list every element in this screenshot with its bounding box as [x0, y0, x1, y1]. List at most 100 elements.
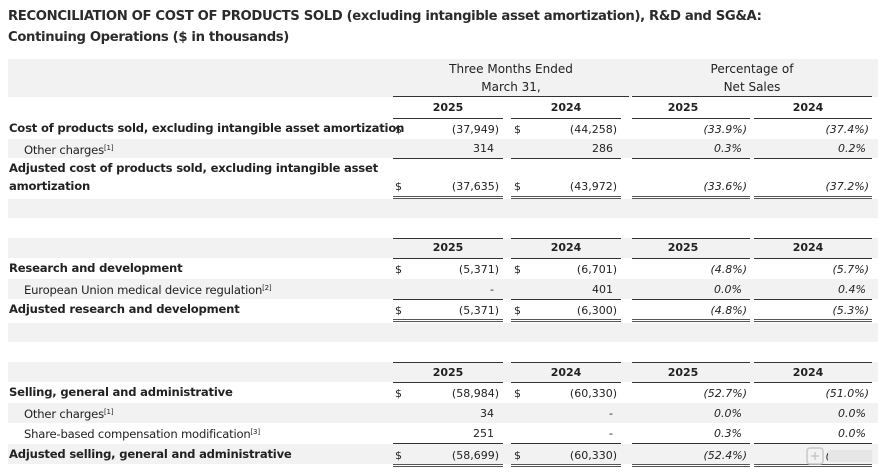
pct-2025: (52.4%) [703, 449, 747, 462]
pct-2024: 0.2% [838, 142, 866, 155]
value-2025: - [490, 283, 494, 296]
currency-symbol: $ [395, 123, 402, 136]
watermark-logo-icon [806, 447, 872, 465]
subtotal-rule [632, 443, 750, 444]
value-2024: (44,258) [569, 123, 617, 136]
currency-symbol: $ [514, 263, 521, 276]
pct-2024: 0.4% [838, 283, 866, 296]
subtotal-rule [393, 443, 503, 444]
row-label: Cost of products sold, excluding intangi… [9, 121, 405, 135]
table-row [8, 444, 878, 464]
total-double-rule [393, 196, 503, 199]
value-2025: (5,371) [458, 304, 499, 317]
total-double-rule [393, 464, 503, 467]
currency-symbol: $ [395, 263, 402, 276]
year-rule [632, 362, 750, 363]
total-label: Adjusted selling, general and administra… [9, 447, 292, 461]
subtotal-rule [754, 299, 872, 300]
year-header: 2024 [550, 241, 582, 254]
spacer-row [8, 323, 878, 342]
year-header: 2024 [792, 366, 824, 379]
year-header: 2025 [432, 366, 464, 379]
pct-2024: 0.0% [838, 407, 866, 420]
currency-symbol: $ [395, 180, 402, 193]
year-rule [511, 118, 621, 119]
header-rule-left [393, 96, 629, 97]
pct-2024: (51.0%) [825, 387, 869, 400]
total-double-rule [511, 196, 621, 199]
total-double-rule [511, 319, 621, 322]
year-rule [511, 362, 621, 363]
year-rule [393, 362, 503, 363]
subtotal-rule [511, 443, 621, 444]
subtotal-rule [754, 158, 872, 159]
year-header: 2025 [667, 241, 699, 254]
pct-2024: (5.7%) [832, 263, 869, 276]
year-rule [754, 362, 872, 363]
value-2025: (37,635) [451, 180, 499, 193]
percentage-header: Percentage of Net Sales [710, 62, 794, 94]
year-rule [511, 258, 621, 259]
year-header: 2025 [667, 101, 699, 114]
total-double-rule [632, 196, 750, 199]
currency-symbol: $ [514, 449, 521, 462]
row-label: Other charges[1] [24, 143, 114, 157]
table-header-band [8, 59, 878, 97]
value-2025: 314 [473, 142, 494, 155]
year-rule [632, 258, 750, 259]
header-rule-right [632, 96, 872, 97]
pct-2025: 0.3% [714, 427, 742, 440]
total-double-rule [754, 319, 872, 322]
value-2024: 401 [592, 283, 613, 296]
year-header: 2024 [550, 366, 582, 379]
total-label: Adjusted research and development [9, 302, 240, 316]
subtotal-rule [393, 299, 503, 300]
year-rule [632, 238, 750, 239]
total-double-rule [393, 319, 503, 322]
subtotal-rule [511, 299, 621, 300]
year-header: 2025 [432, 101, 464, 114]
pct-2025: (33.9%) [703, 123, 747, 136]
total-double-rule [632, 464, 750, 467]
sga-year-row [8, 362, 878, 382]
row-label: Other charges[1] [24, 407, 114, 421]
value-2024: (6,300) [576, 304, 617, 317]
table-row [8, 403, 878, 423]
pct-2025: 0.0% [714, 407, 742, 420]
row-label: Selling, general and administrative [9, 385, 233, 399]
currency-symbol: $ [395, 449, 402, 462]
year-header: 2025 [432, 241, 464, 254]
subtotal-rule [393, 158, 503, 159]
currency-symbol: $ [514, 304, 521, 317]
pct-2025: 0.3% [714, 142, 742, 155]
pct-2025: (33.6%) [703, 180, 747, 193]
currency-symbol: $ [514, 123, 521, 136]
pct-2025: (4.8%) [710, 304, 747, 317]
value-2025: (5,371) [458, 263, 499, 276]
total-double-rule [632, 319, 750, 322]
subtotal-rule [754, 443, 872, 444]
watermark-logo [806, 446, 876, 466]
year-header: 2025 [667, 366, 699, 379]
value-2024: - [609, 407, 613, 420]
value-2025: (58,984) [451, 387, 499, 400]
report-title-line2: Continuing Operations ($ in thousands) [8, 30, 289, 45]
three-months-header: Three Months Ended March 31, [449, 62, 573, 94]
pct-2024: (5.3%) [832, 304, 869, 317]
total-double-rule [754, 196, 872, 199]
year-rule [754, 258, 872, 259]
value-2024: (60,330) [569, 387, 617, 400]
year-header: 2024 [792, 241, 824, 254]
year-header: 2024 [792, 101, 824, 114]
year-header: 2024 [550, 101, 582, 114]
year-rule [511, 382, 621, 383]
currency-symbol: $ [514, 180, 521, 193]
value-2025: 251 [473, 427, 494, 440]
value-2024: (6,701) [576, 263, 617, 276]
subtotal-rule [632, 299, 750, 300]
value-2025: (58,699) [451, 449, 499, 462]
total-label: Adjusted cost of products sold, excludin… [9, 161, 378, 193]
year-rule [511, 238, 621, 239]
row-label: Share-based compensation modification[3] [24, 427, 260, 441]
year-rule [754, 118, 872, 119]
